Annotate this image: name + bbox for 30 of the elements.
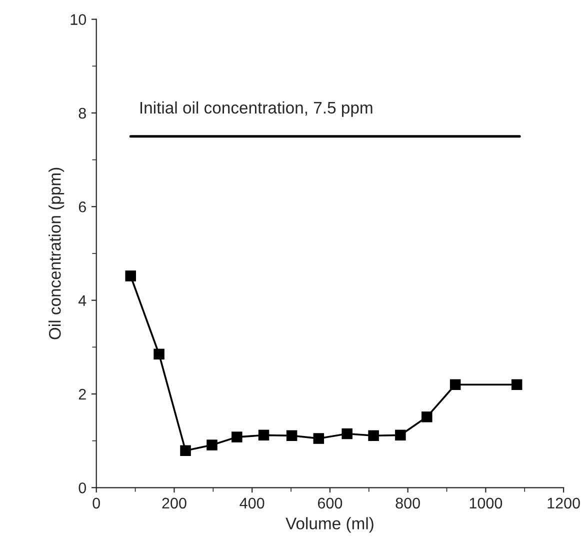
point [450, 379, 461, 390]
point [258, 430, 270, 441]
x-tick-label: 1000 [470, 498, 502, 509]
x-tick-label: 600 [318, 498, 342, 509]
x-tick-label: 800 [396, 498, 420, 509]
point [154, 348, 164, 360]
x-tick-label: 1200 [548, 498, 580, 509]
point [368, 430, 379, 442]
annotation: Initial oil concentration, 7.5 ppm [140, 101, 372, 117]
y-tick-label: 2 [78, 388, 86, 400]
y-tick-label: 10 [70, 14, 86, 25]
point [422, 412, 432, 422]
point [125, 270, 136, 282]
x-tick-label: 0 [92, 498, 100, 509]
point [313, 433, 324, 444]
x-tick-label: 200 [162, 498, 186, 509]
y-tick-label: 4 [78, 295, 86, 306]
point [232, 432, 242, 442]
point [511, 379, 522, 390]
y-tick-label: 8 [78, 108, 86, 119]
y-tick-label: 6 [78, 201, 86, 212]
point [180, 445, 191, 456]
y-tick-label: 0 [78, 482, 86, 494]
x-tick-label: 400 [240, 498, 264, 509]
point [206, 440, 218, 450]
point [342, 428, 352, 440]
x-axis-title: Volume (ml) [286, 517, 374, 533]
point [286, 430, 298, 442]
y-axis-title: Oil concentration (ppm) [48, 168, 64, 340]
point [395, 430, 406, 441]
